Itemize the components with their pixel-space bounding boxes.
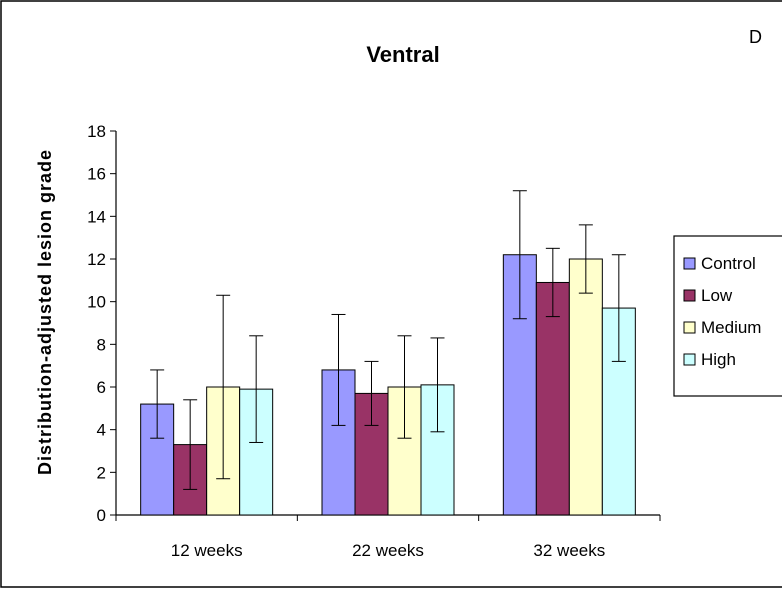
legend-swatch-low <box>683 289 696 302</box>
y-tick-label: 18 <box>87 122 106 141</box>
legend-label-medium: Medium <box>701 318 761 337</box>
x-tick-label: 22 weeks <box>352 541 424 560</box>
y-tick-label: 0 <box>97 506 106 525</box>
chart-title: Ventral <box>366 42 439 67</box>
y-tick-label: 8 <box>97 335 106 354</box>
x-tick-label: 32 weeks <box>533 541 605 560</box>
plot-area: 0 2 4 6 8 10 12 14 16 18 12 weeks 22 weeks 32 weeks <box>87 122 661 560</box>
legend-label-control: Control <box>701 254 756 273</box>
panel-letter: D <box>749 27 762 47</box>
y-tick-label: 4 <box>97 421 106 440</box>
y-tick-label: 10 <box>87 293 106 312</box>
legend-swatch-control <box>683 257 696 270</box>
legend-swatch-medium <box>683 321 696 334</box>
y-axis-label: Distribution-adjusted lesion grade <box>35 149 55 475</box>
y-tick-label: 14 <box>87 207 106 226</box>
bar-low <box>535 281 570 516</box>
x-tick-label: 12 weeks <box>171 541 243 560</box>
y-tick-label: 16 <box>87 165 106 184</box>
y-tick-label: 6 <box>97 378 106 397</box>
legend: Control Low Medium High <box>673 235 782 397</box>
legend-swatch-high <box>683 353 696 366</box>
y-tick-label: 12 <box>87 250 106 269</box>
bar-medium <box>568 258 603 516</box>
legend-label-high: High <box>701 350 736 369</box>
y-tick-label: 2 <box>97 463 106 482</box>
legend-label-low: Low <box>701 286 733 305</box>
